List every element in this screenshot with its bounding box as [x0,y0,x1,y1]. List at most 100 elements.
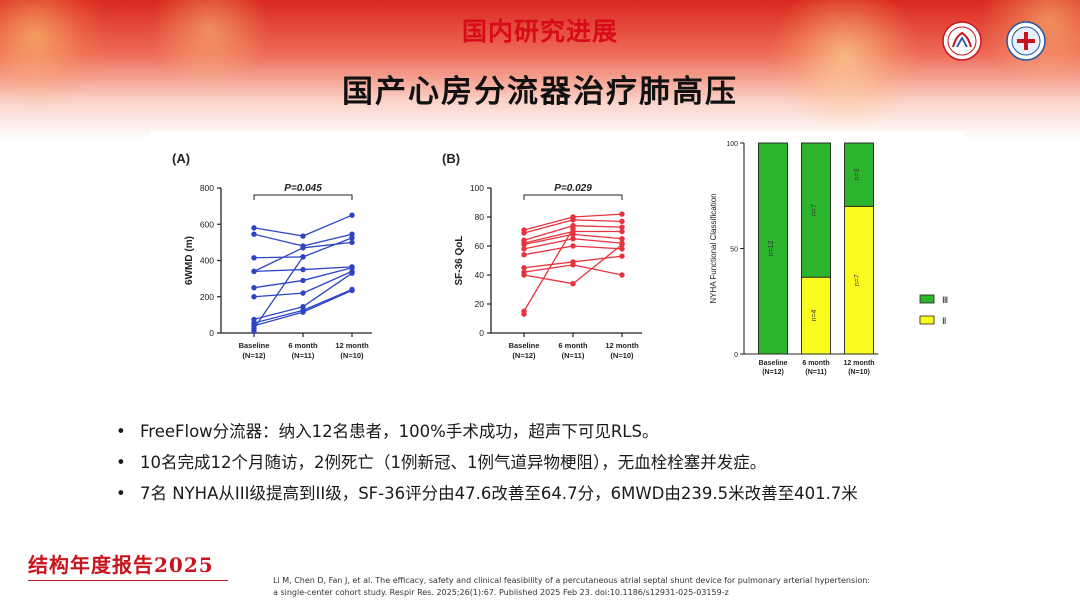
x-tick-sample-size: (N=10) [848,369,870,376]
x-tick-sample-size: (N=10) [610,351,634,360]
patient-line [302,289,353,313]
data-point [619,218,625,225]
patient-line [572,255,623,263]
data-point [570,262,576,268]
data-point [521,230,527,236]
data-point [300,266,306,273]
patient-line [302,214,353,237]
data-point [521,265,527,271]
x-tick-label: 6 month [558,341,588,350]
bullet-item: • 10名完成12个月随访，2例死亡（1例新冠、1例气道异物梗阻），无血栓栓塞并发… [116,453,767,472]
data-point [619,236,625,242]
y-tick-label: 0 [734,352,738,359]
institution-seal-icon [942,21,982,61]
data-point [300,290,306,296]
patient-line [572,244,623,285]
patient-line [253,311,304,327]
patient-line [253,279,304,289]
bar-data-label: n=12 [768,241,775,257]
data-point [570,225,576,232]
data-point [251,284,257,291]
patient-line [523,228,574,312]
patient-line [523,245,574,256]
legend-swatch [919,315,935,325]
data-point [619,253,625,259]
stacked-bar-segment [844,142,874,207]
data-point [251,328,257,334]
x-tick-label: 6 month [802,360,829,367]
x-tick-sample-size: (N=12) [512,351,536,360]
data-point [300,254,306,260]
patient-line [572,264,623,276]
data-point [300,309,306,315]
p-value-annotation: P=0.029 [554,183,592,194]
y-tick-label: 20 [475,299,485,309]
stacked-bar-segment [801,276,831,355]
x-tick-label: Baseline [239,341,270,350]
bar-data-label: n=7 [854,274,861,286]
data-point [521,311,527,317]
patient-line [523,261,574,269]
stacked-bar-segment [844,205,874,355]
data-point [570,281,576,287]
x-tick-label: 12 month [605,341,639,350]
y-tick-label: 100 [726,141,738,148]
data-point [619,241,625,248]
data-point [251,225,257,231]
stacked-bar-segment [758,142,788,355]
x-tick-sample-size: (N=11) [292,351,315,360]
bar-data-label: n=3 [854,169,861,181]
patient-line [523,238,574,250]
data-point [570,217,576,223]
bullet-item: • 7名 NYHA从III级提高到II级，SF-36评分由47.6改善至64.7分… [116,484,858,503]
patient-line [253,247,304,272]
reference-line: Li M, Chen D, Fan J, et al. The efficacy… [273,576,870,585]
data-point [619,228,625,235]
chart-sf36: (B) 0 20 40 60 80 100 SF-36 QoL Baseline(N=12) 6 … [442,151,642,360]
significance-bracket [523,194,623,200]
bullet-item: • FreeFlow分流器：纳入12名患者，100%手术成功，超声下可见RLS。 [116,422,659,441]
y-tick-label: 60 [475,241,485,251]
reference-text: Li M, Chen D, Fan J, et al. The efficacy… [273,575,1033,599]
patient-line [302,233,353,247]
figure-panel: (A) 0 200 400 600 800 6WMD (m) Baseline (N=12) 6 … [150,131,965,388]
page-title: 国产心房分流器治疗肺高压 [342,74,738,110]
significance-bracket [253,194,353,200]
data-point [349,212,355,218]
data-point [349,287,355,294]
patient-line [572,245,623,250]
y-tick-label: 600 [200,219,214,229]
data-point [300,277,306,284]
legend-label: Ⅱ [942,316,946,326]
data-point [619,211,625,217]
x-tick-label: 12 month [843,360,874,367]
x-tick-sample-size: (N=10) [340,351,364,360]
patient-line [523,274,574,285]
y-tick-label: 200 [200,292,214,302]
patient-line [572,219,623,222]
data-point [619,224,625,230]
chart-nyha: 0 50 100 NYHA Functional Classification n=12… [709,141,948,376]
patient-line [523,219,574,234]
patient-line [253,268,304,273]
p-value-annotation: P=0.045 [284,183,322,194]
patient-line [302,241,353,249]
data-point [251,255,257,261]
data-point [251,268,257,275]
data-point [521,252,527,258]
patient-line [523,233,574,246]
patient-line [572,238,623,244]
data-point [521,272,527,278]
patient-line [523,264,574,273]
patient-line [253,256,304,259]
data-point [619,246,625,252]
y-axis-label: 6WMD (m) [184,236,195,285]
panel-label: (B) [442,151,460,166]
data-point [349,235,355,241]
panel-label: (A) [172,151,190,166]
y-tick-label: 40 [475,270,485,280]
data-point [570,243,576,249]
data-point [570,231,576,238]
x-tick-label: Baseline [759,360,788,367]
stacked-bar-segment [801,142,831,278]
